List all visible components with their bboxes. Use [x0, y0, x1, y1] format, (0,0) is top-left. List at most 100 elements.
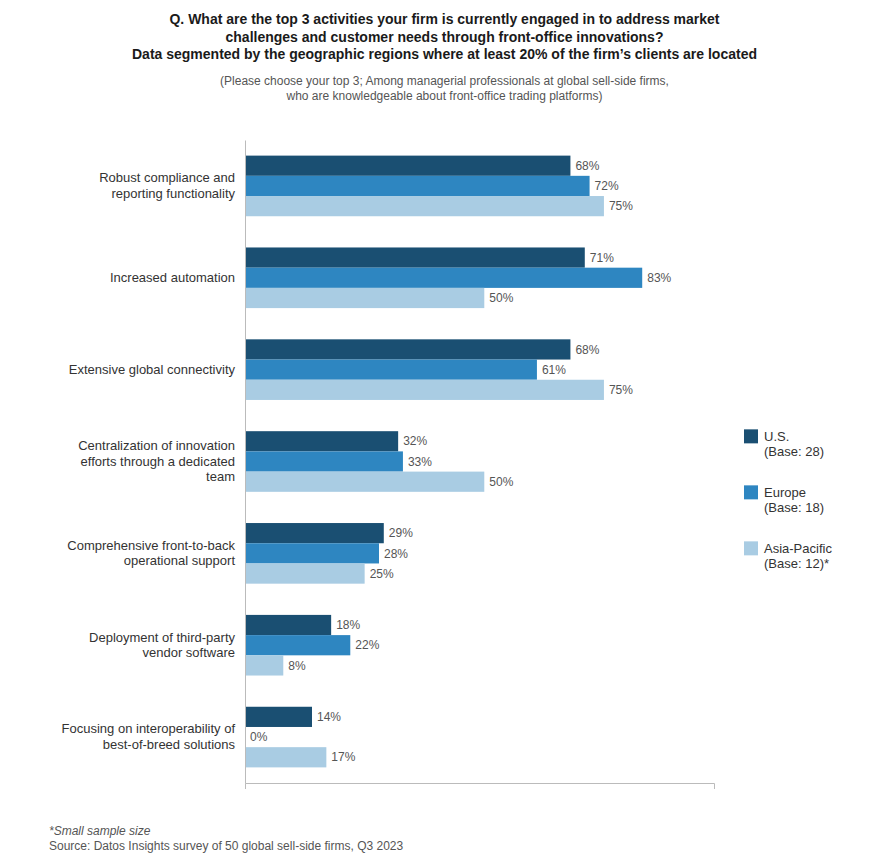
bar — [245, 655, 283, 675]
data-label: 17% — [331, 750, 355, 764]
bar — [245, 288, 484, 308]
bar — [245, 176, 590, 196]
bar-series — [245, 176, 642, 655]
text-line: Asia-Pacific — [764, 541, 832, 556]
y-tick: Increased automation — [110, 270, 235, 285]
bar — [245, 431, 398, 451]
data-label: 28% — [384, 547, 408, 561]
data-label: 8% — [288, 659, 306, 673]
text-line: vendor software — [143, 645, 236, 660]
data-label: 83% — [647, 271, 671, 285]
bar — [245, 268, 642, 288]
data-labels: 14% 18% 29% 32% 68% 71% 68% 0% 22% 28% 33% 61% 83% 72… — [250, 159, 672, 765]
data-label: 50% — [489, 475, 513, 489]
text-line: Data segmented by the geographic regions… — [132, 46, 757, 62]
text-line: (Please choose your top 3; Among manager… — [220, 74, 669, 88]
text-line: reporting functionality — [111, 186, 235, 201]
bar — [245, 472, 484, 492]
y-tick: Extensive global connectivity — [69, 362, 236, 377]
bar — [245, 196, 604, 216]
chart-svg: Q. What are the top 3 activities your fi… — [0, 0, 889, 858]
bar — [245, 707, 312, 727]
bar — [245, 156, 570, 176]
legend-item: Europe(Base: 18) — [744, 485, 824, 516]
bar — [245, 563, 365, 583]
data-label: 75% — [609, 383, 633, 397]
text-line: (Base: 18) — [764, 501, 824, 516]
y-tick-label: Deployment of third-partyvendor software — [89, 630, 235, 661]
bar — [245, 339, 570, 359]
text-line: Comprehensive front-to-back — [67, 538, 235, 553]
legend-swatch — [744, 429, 758, 443]
bar — [245, 360, 537, 380]
subtitle: (Please choose your top 3; Among manager… — [220, 74, 669, 103]
bar — [245, 523, 384, 543]
text-line: challenges and customer needs through fr… — [226, 29, 664, 45]
data-label: 22% — [355, 638, 379, 652]
y-tick: Centralization of innovationefforts thro… — [78, 438, 235, 484]
x-axis-line — [246, 784, 715, 790]
text-line: team — [206, 469, 235, 484]
data-label: 71% — [590, 251, 614, 265]
legend-label: Asia-Pacific(Base: 12)* — [764, 541, 832, 572]
y-tick: Deployment of third-partyvendor software — [89, 630, 235, 661]
data-label: 14% — [317, 710, 341, 724]
annotation: Source: Datos Insights survey of 50 glob… — [49, 839, 403, 853]
annotation: *Small sample size — [49, 824, 151, 838]
data-label: 61% — [542, 363, 566, 377]
title: Q. What are the top 3 activities your fi… — [132, 11, 757, 62]
data-label: 0% — [250, 730, 268, 744]
text-line: efforts through a dedicated — [81, 454, 235, 469]
data-label: 18% — [336, 618, 360, 632]
legend-swatch — [744, 485, 758, 499]
bar — [245, 747, 326, 767]
data-label: 32% — [403, 434, 427, 448]
y-tick: Robust compliance andreporting functiona… — [99, 170, 235, 201]
text-line: operational support — [124, 553, 236, 568]
annotations: *Small sample sizeSource: Datos Insights… — [49, 824, 403, 853]
legend-label: U.S.(Base: 28) — [764, 429, 824, 460]
y-axis-line — [245, 141, 246, 784]
legend-item: U.S.(Base: 28) — [744, 429, 824, 460]
text-line: (Base: 12)* — [764, 557, 829, 572]
x-axis — [246, 784, 715, 790]
text-line: Extensive global connectivity — [69, 362, 236, 377]
legend: U.S.(Base: 28) Europe(Base: 18) Asia-Pacif… — [744, 429, 832, 572]
data-label: 75% — [609, 199, 633, 213]
text-line: (Base: 28) — [764, 445, 824, 460]
data-label: 72% — [595, 179, 619, 193]
data-label: 29% — [389, 526, 413, 540]
text-line: Deployment of third-party — [89, 630, 235, 645]
data-label: 68% — [575, 343, 599, 357]
legend-label: Europe(Base: 18) — [764, 485, 824, 516]
text-line: Robust compliance and — [99, 170, 235, 185]
text-line: Centralization of innovation — [78, 438, 235, 453]
text-line: Focusing on interoperability of — [62, 721, 236, 736]
legend-item: Asia-Pacific(Base: 12)* — [744, 541, 832, 572]
y-tick-label: Focusing on interoperability ofbest-of-b… — [62, 721, 236, 752]
y-tick: Focusing on interoperability ofbest-of-b… — [62, 721, 236, 752]
y-tick: Comprehensive front-to-backoperational s… — [67, 538, 235, 569]
data-label: 33% — [408, 455, 432, 469]
text-line: U.S. — [764, 429, 789, 444]
bars — [245, 156, 642, 768]
y-axis: Focusing on interoperability ofbest-of-b… — [62, 141, 246, 784]
y-tick-label: Robust compliance andreporting functiona… — [99, 170, 235, 201]
y-tick-label: Comprehensive front-to-backoperational s… — [67, 538, 235, 569]
bar-series — [245, 196, 604, 767]
bar — [245, 615, 331, 635]
text-line: best-of-breed solutions — [103, 737, 236, 752]
text-line: Q. What are the top 3 activities your fi… — [169, 11, 719, 27]
bar-series — [245, 156, 585, 727]
data-label: 68% — [575, 159, 599, 173]
bar — [245, 247, 585, 267]
bar — [245, 635, 350, 655]
data-label: 50% — [489, 291, 513, 305]
text-line: who are knowledgeable about front-office… — [286, 89, 603, 103]
data-label: 25% — [370, 567, 394, 581]
bar — [245, 451, 403, 471]
y-tick-label: Increased automation — [110, 270, 235, 285]
text-line: Increased automation — [110, 270, 235, 285]
bar — [245, 543, 379, 563]
y-tick-label: Centralization of innovationefforts thro… — [78, 438, 235, 484]
